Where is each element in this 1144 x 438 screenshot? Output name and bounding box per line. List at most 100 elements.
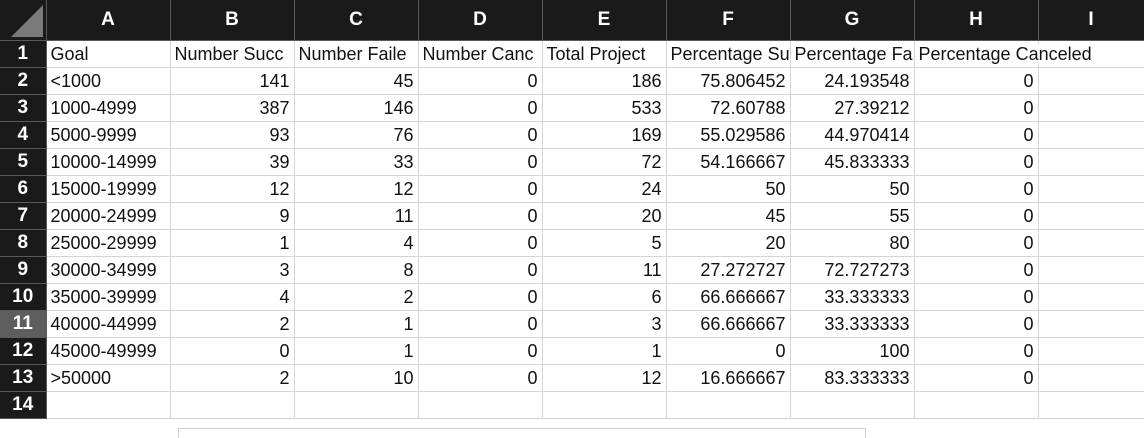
- cell-d6[interactable]: 0: [418, 175, 543, 203]
- cell-e3[interactable]: 533: [542, 94, 667, 122]
- cell-d14[interactable]: [418, 391, 543, 419]
- cell-b11[interactable]: 2: [170, 310, 295, 338]
- cell-i14[interactable]: [1038, 391, 1144, 419]
- cell-b2[interactable]: 141: [170, 67, 295, 95]
- cell-e5[interactable]: 72: [542, 148, 667, 176]
- cell-h8[interactable]: 0: [914, 229, 1039, 257]
- cell-h4[interactable]: 0: [914, 121, 1039, 149]
- cell-i10[interactable]: [1038, 283, 1144, 311]
- cell-e13[interactable]: 12: [542, 364, 667, 392]
- cell-d9[interactable]: 0: [418, 256, 543, 284]
- column-header-e[interactable]: E: [542, 0, 667, 41]
- cell-c10[interactable]: 2: [294, 283, 419, 311]
- cell-b10[interactable]: 4: [170, 283, 295, 311]
- cell-c14[interactable]: [294, 391, 419, 419]
- cell-e7[interactable]: 20: [542, 202, 667, 230]
- cell-e4[interactable]: 169: [542, 121, 667, 149]
- cell-d10[interactable]: 0: [418, 283, 543, 311]
- cell-a5[interactable]: 10000-14999: [46, 148, 171, 176]
- cell-b8[interactable]: 1: [170, 229, 295, 257]
- cell-c13[interactable]: 10: [294, 364, 419, 392]
- cell-g11[interactable]: 33.333333: [790, 310, 915, 338]
- cell-g1[interactable]: Percentage Fa: [790, 40, 915, 68]
- cell-g9[interactable]: 72.727273: [790, 256, 915, 284]
- cell-g13[interactable]: 83.333333: [790, 364, 915, 392]
- cell-i6[interactable]: [1038, 175, 1144, 203]
- cell-f6[interactable]: 50: [666, 175, 791, 203]
- cell-i2[interactable]: [1038, 67, 1144, 95]
- cell-d1[interactable]: Number Canc: [418, 40, 543, 68]
- cell-g8[interactable]: 80: [790, 229, 915, 257]
- cell-b12[interactable]: 0: [170, 337, 295, 365]
- cell-f2[interactable]: 75.806452: [666, 67, 791, 95]
- cell-b14[interactable]: [170, 391, 295, 419]
- cell-i7[interactable]: [1038, 202, 1144, 230]
- cell-c8[interactable]: 4: [294, 229, 419, 257]
- column-header-d[interactable]: D: [418, 0, 543, 41]
- cell-c12[interactable]: 1: [294, 337, 419, 365]
- cell-b13[interactable]: 2: [170, 364, 295, 392]
- cell-e8[interactable]: 5: [542, 229, 667, 257]
- cell-a11[interactable]: 40000-44999: [46, 310, 171, 338]
- column-header-h[interactable]: H: [914, 0, 1039, 41]
- cell-g2[interactable]: 24.193548: [790, 67, 915, 95]
- cell-e9[interactable]: 11: [542, 256, 667, 284]
- cell-i5[interactable]: [1038, 148, 1144, 176]
- cell-g10[interactable]: 33.333333: [790, 283, 915, 311]
- row-header-9[interactable]: 9: [0, 256, 47, 284]
- cell-c1[interactable]: Number Faile: [294, 40, 419, 68]
- cell-f3[interactable]: 72.60788: [666, 94, 791, 122]
- cell-d8[interactable]: 0: [418, 229, 543, 257]
- cell-b6[interactable]: 12: [170, 175, 295, 203]
- cell-c6[interactable]: 12: [294, 175, 419, 203]
- cell-i8[interactable]: [1038, 229, 1144, 257]
- cell-a2[interactable]: <1000: [46, 67, 171, 95]
- cell-i3[interactable]: [1038, 94, 1144, 122]
- cell-e14[interactable]: [542, 391, 667, 419]
- cell-d13[interactable]: 0: [418, 364, 543, 392]
- cell-h11[interactable]: 0: [914, 310, 1039, 338]
- cell-a14[interactable]: [46, 391, 171, 419]
- cell-g6[interactable]: 50: [790, 175, 915, 203]
- row-header-5[interactable]: 5: [0, 148, 47, 176]
- cell-g14[interactable]: [790, 391, 915, 419]
- cell-e1[interactable]: Total Project: [542, 40, 667, 68]
- cell-a10[interactable]: 35000-39999: [46, 283, 171, 311]
- cell-a9[interactable]: 30000-34999: [46, 256, 171, 284]
- cell-h3[interactable]: 0: [914, 94, 1039, 122]
- cell-f13[interactable]: 16.666667: [666, 364, 791, 392]
- cell-f14[interactable]: [666, 391, 791, 419]
- cell-a8[interactable]: 25000-29999: [46, 229, 171, 257]
- cell-b5[interactable]: 39: [170, 148, 295, 176]
- column-header-f[interactable]: F: [666, 0, 791, 41]
- column-header-a[interactable]: A: [46, 0, 171, 41]
- cell-g7[interactable]: 55: [790, 202, 915, 230]
- select-all-corner[interactable]: [0, 0, 47, 41]
- cell-f5[interactable]: 54.166667: [666, 148, 791, 176]
- cell-i12[interactable]: [1038, 337, 1144, 365]
- cell-a4[interactable]: 5000-9999: [46, 121, 171, 149]
- cell-c2[interactable]: 45: [294, 67, 419, 95]
- cell-a3[interactable]: 1000-4999: [46, 94, 171, 122]
- cell-c9[interactable]: 8: [294, 256, 419, 284]
- cell-h9[interactable]: 0: [914, 256, 1039, 284]
- cell-e6[interactable]: 24: [542, 175, 667, 203]
- row-header-10[interactable]: 10: [0, 283, 47, 311]
- cell-f12[interactable]: 0: [666, 337, 791, 365]
- cell-h10[interactable]: 0: [914, 283, 1039, 311]
- cell-g5[interactable]: 45.833333: [790, 148, 915, 176]
- row-header-6[interactable]: 6: [0, 175, 47, 203]
- cell-d5[interactable]: 0: [418, 148, 543, 176]
- cell-c11[interactable]: 1: [294, 310, 419, 338]
- horizontal-scroll-area[interactable]: [178, 428, 866, 438]
- column-header-g[interactable]: G: [790, 0, 915, 41]
- cell-g3[interactable]: 27.39212: [790, 94, 915, 122]
- cell-d11[interactable]: 0: [418, 310, 543, 338]
- cell-b9[interactable]: 3: [170, 256, 295, 284]
- cell-h5[interactable]: 0: [914, 148, 1039, 176]
- cell-i9[interactable]: [1038, 256, 1144, 284]
- cell-f10[interactable]: 66.666667: [666, 283, 791, 311]
- cell-e11[interactable]: 3: [542, 310, 667, 338]
- cell-a13[interactable]: >50000: [46, 364, 171, 392]
- cell-f4[interactable]: 55.029586: [666, 121, 791, 149]
